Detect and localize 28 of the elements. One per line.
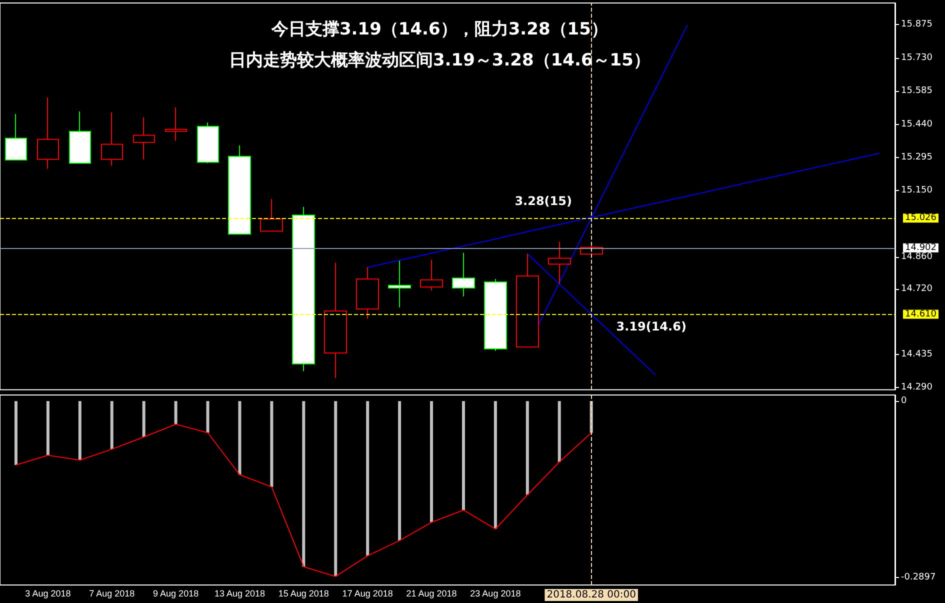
x-tick-label: 23 Aug 2018 <box>470 588 521 598</box>
x-tick-label: 17 Aug 2018 <box>342 588 393 598</box>
y-tick-label: 14.720 <box>901 284 933 294</box>
x-tick-label: 21 Aug 2018 <box>406 588 457 598</box>
text: 日内走势较大概率波动区间3.19～3.28（14.6～15） <box>228 50 650 70</box>
ref-line-label: 14.610 <box>905 309 937 320</box>
y-tick-label: 15.730 <box>901 52 933 63</box>
y-tick-label: -0.2897 <box>901 572 936 583</box>
x-tick-label: 2018.08.28 00:00 <box>546 590 636 600</box>
annotation: 3.19(14.6) <box>616 319 686 334</box>
y-tick-label: 14.435 <box>901 349 932 360</box>
x-tick-label: 15 Aug 2018 <box>278 588 329 598</box>
text: 今日支撑3.19（14.6），阻力3.28（15） <box>270 20 608 40</box>
y-tick-label: 15.585 <box>901 86 932 96</box>
y-tick-label: 14.290 <box>901 382 933 392</box>
ref-line-label: 14.902 <box>905 242 936 253</box>
y-tick-label: 15.295 <box>901 152 932 162</box>
y-tick-label: 15.150 <box>901 186 933 196</box>
x-tick-label: 7 Aug 2018 <box>89 588 135 598</box>
y-tick-label: 15.440 <box>901 119 933 130</box>
ref-line-label: 15.026 <box>905 213 937 224</box>
y-tick-label: 15.875 <box>901 20 932 30</box>
x-tick-label: 3 Aug 2018 <box>25 588 71 598</box>
annotation: 3.28(15) <box>514 194 572 208</box>
x-tick-label: 9 Aug 2018 <box>153 588 199 598</box>
x-tick-label: 13 Aug 2018 <box>214 588 266 598</box>
y-tick-label: 0 <box>901 396 907 406</box>
y-tick-label: 14.860 <box>901 252 933 262</box>
